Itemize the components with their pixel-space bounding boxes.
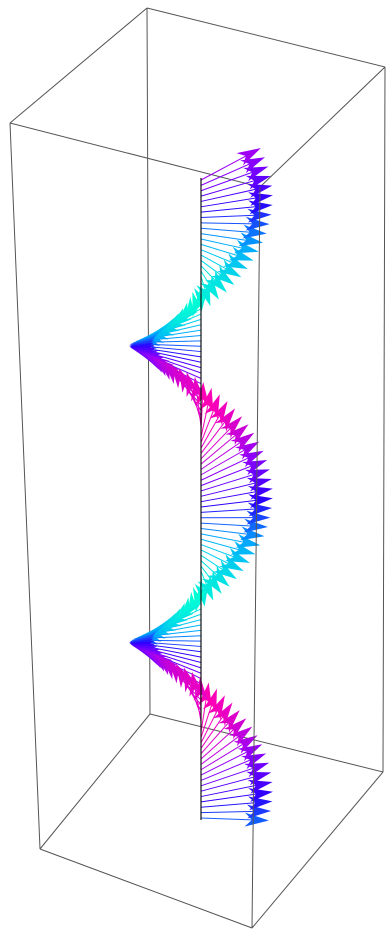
- vector-arrowhead-19: [183, 667, 199, 693]
- vector-arrowhead-6: [244, 762, 270, 778]
- box-edge-back-0: [146, 7, 386, 68]
- vector-arrowhead-109: [238, 232, 264, 247]
- box-edge-back-2: [259, 66, 386, 188]
- vector-arrowhead-10: [228, 726, 253, 747]
- box-edge-back-7: [382, 66, 386, 773]
- vector-arrowhead-103: [205, 270, 227, 293]
- vector-field: [129, 148, 273, 827]
- vector-arrowhead-68: [215, 408, 236, 432]
- vector-arrowhead-72: [195, 382, 210, 407]
- vector-arrowhead-108: [233, 239, 259, 254]
- vector-arrowhead-65: [230, 432, 255, 453]
- vector-arrowhead-50: [219, 554, 244, 572]
- vector-arrowhead-9: [233, 735, 258, 754]
- vector-arrowhead-11: [223, 718, 247, 740]
- box-edge-back-5: [149, 713, 384, 773]
- vector-arrowhead-67: [220, 416, 243, 439]
- box-edge-front-1: [251, 186, 261, 929]
- box-edge-front-3: [251, 771, 384, 929]
- vector-arrowhead-116: [245, 175, 271, 190]
- vector-arrowhead-119: [236, 148, 261, 166]
- vector-arrowhead-12: [218, 710, 240, 733]
- vector-arrowhead-5: [246, 771, 272, 786]
- vector-arrowhead-54: [239, 526, 265, 541]
- box-edge-back-1: [9, 7, 148, 124]
- box-edge-front-0: [9, 122, 41, 850]
- vector-arrowhead-114: [248, 192, 273, 206]
- vector-arrowhead-106: [223, 253, 248, 269]
- bounding-box-back: [9, 7, 386, 850]
- vector-arrowhead-105: [217, 259, 242, 278]
- vector-arrowhead-107: [228, 246, 254, 261]
- vector-arrowhead-60: [246, 477, 272, 492]
- vector-arrowhead-14: [207, 695, 225, 720]
- vector-arrowhead-59: [247, 486, 273, 500]
- box-edge-back-4: [146, 7, 151, 715]
- vector-arrowhead-49: [213, 560, 237, 580]
- vector-arrowhead-48: [207, 565, 230, 587]
- vector-arrowhead-61: [245, 469, 270, 484]
- vector-arrowhead-69: [209, 401, 228, 426]
- box-edge-front-2: [39, 848, 253, 929]
- bounding-box-front: [9, 122, 384, 929]
- vector-arrowhead-104: [211, 265, 235, 285]
- vector-arrowhead-47: [201, 570, 222, 594]
- vector-arrowhead-13: [213, 702, 233, 727]
- vector-arrowhead-53: [235, 534, 261, 548]
- vector-arrowhead-66: [225, 424, 249, 446]
- box-edge-back-3: [9, 122, 261, 188]
- vector-arrowhead-51: [225, 547, 250, 563]
- vector-arrowhead-52: [230, 541, 256, 555]
- vector-arrowhead-102: [200, 275, 219, 300]
- box-edge-back-6: [39, 713, 151, 850]
- vector-arrowhead-117: [243, 166, 269, 182]
